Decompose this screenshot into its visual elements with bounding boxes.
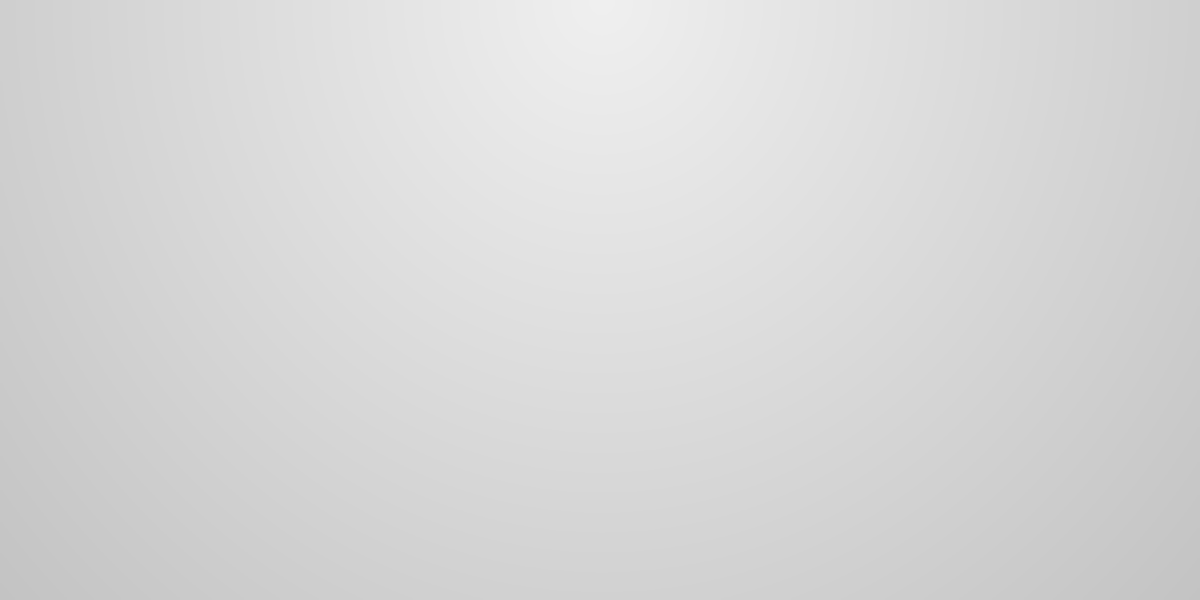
Bar (614, 444, 677, 536)
Bar (331, 505, 394, 536)
Y-axis label: Market Size in USD Billion: Market Size in USD Billion (20, 181, 38, 413)
Bar (836, 453, 898, 536)
Bar (995, 523, 1057, 536)
Bar (1057, 479, 1120, 536)
Bar (552, 516, 614, 536)
Bar (109, 383, 172, 536)
Text: 3.5: 3.5 (100, 365, 130, 383)
Bar (774, 514, 836, 536)
Text: Emerging Non-Volatile Memory Market, By Technology Type, 2023 & 2032: Emerging Non-Volatile Memory Market, By … (50, 21, 1022, 47)
Bar (394, 397, 455, 536)
Bar (172, 122, 234, 536)
Legend: 2023, 2032: 2023, 2032 (760, 66, 967, 97)
